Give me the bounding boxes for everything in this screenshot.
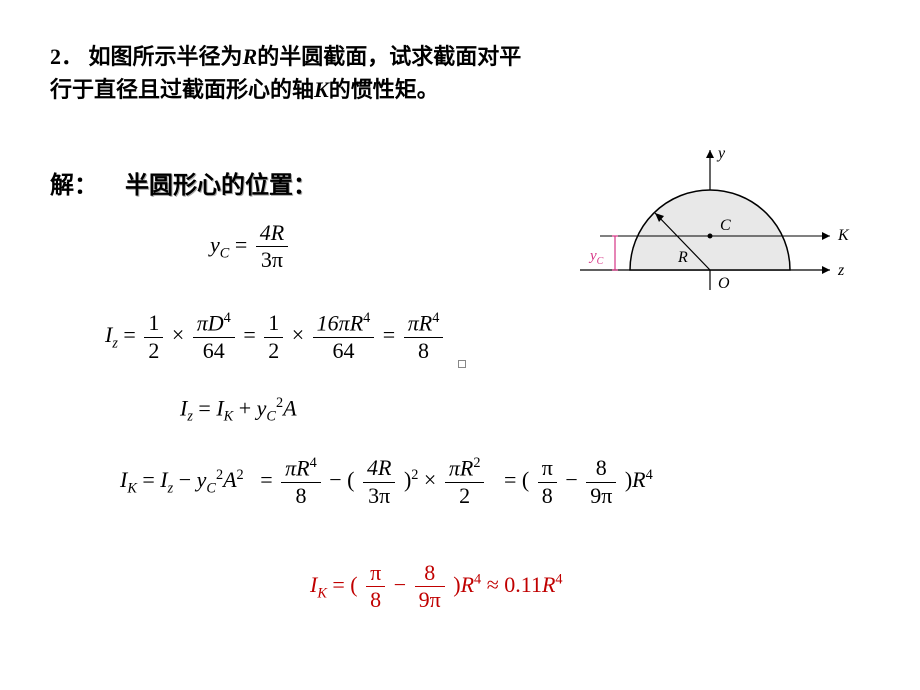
y-axis-label: y — [716, 145, 726, 162]
centroid-label: C — [720, 217, 731, 234]
problem-text: 2． 如图所示半径为R的半圆截面，试求截面对平 行于直径且过截面形心的轴K的惯性… — [50, 40, 870, 106]
radius-label: R — [677, 249, 688, 266]
centroid-position-label: 半圆形心的位置： — [125, 165, 317, 200]
eq-parallel-axis: Iz = IK + yC2A — [180, 395, 297, 426]
eq-centroid: yC = 4R3π — [210, 220, 291, 274]
eq-iz: Iz = 12 × πD464 = 12 × 16πR464 = πR48 — [105, 310, 446, 364]
problem-number: 2． — [50, 44, 83, 69]
eq-final: IK = ( π8 − 89π )R4 ≈ 0.11R4 — [310, 560, 563, 614]
semicircle-diagram: y C R K z O yC — [560, 140, 860, 320]
k-axis-label: K — [837, 227, 850, 244]
eq-ik-expand: IK = Iz − yC2A2 = πR48 − ( 4R3π )2 × πR2… — [120, 455, 653, 509]
solution-label: 解： — [50, 165, 98, 200]
yc-label: yC — [588, 248, 604, 267]
slide-indicator-icon — [458, 360, 466, 368]
z-axis-label: z — [837, 262, 845, 279]
origin-label: O — [718, 275, 730, 292]
